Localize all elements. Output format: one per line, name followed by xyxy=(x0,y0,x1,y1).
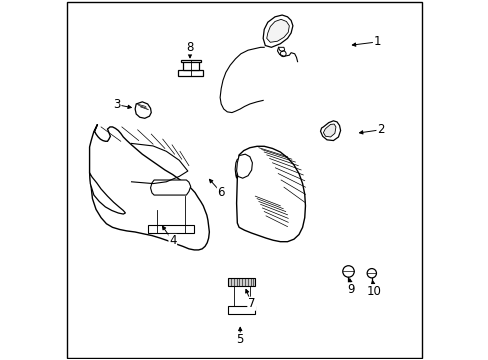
Polygon shape xyxy=(178,69,203,76)
Polygon shape xyxy=(236,154,252,178)
Polygon shape xyxy=(236,146,305,242)
Text: 1: 1 xyxy=(373,35,380,49)
Text: 4: 4 xyxy=(169,234,176,247)
Polygon shape xyxy=(266,19,289,42)
Polygon shape xyxy=(150,180,190,195)
Polygon shape xyxy=(89,173,125,214)
Text: 7: 7 xyxy=(247,297,255,310)
Polygon shape xyxy=(235,159,240,178)
Text: 9: 9 xyxy=(347,283,354,296)
Polygon shape xyxy=(183,61,198,69)
Polygon shape xyxy=(135,102,151,118)
Polygon shape xyxy=(228,306,255,315)
Polygon shape xyxy=(323,124,335,137)
Text: 10: 10 xyxy=(366,285,381,298)
Polygon shape xyxy=(228,278,255,286)
Polygon shape xyxy=(89,125,209,250)
Text: 8: 8 xyxy=(186,41,193,54)
Text: 3: 3 xyxy=(113,98,121,111)
Polygon shape xyxy=(180,59,201,62)
Polygon shape xyxy=(263,15,292,47)
Text: 6: 6 xyxy=(217,186,224,199)
Text: 2: 2 xyxy=(376,123,384,136)
Text: 5: 5 xyxy=(236,333,244,346)
Polygon shape xyxy=(320,121,340,140)
Polygon shape xyxy=(278,47,284,51)
Polygon shape xyxy=(147,225,194,233)
